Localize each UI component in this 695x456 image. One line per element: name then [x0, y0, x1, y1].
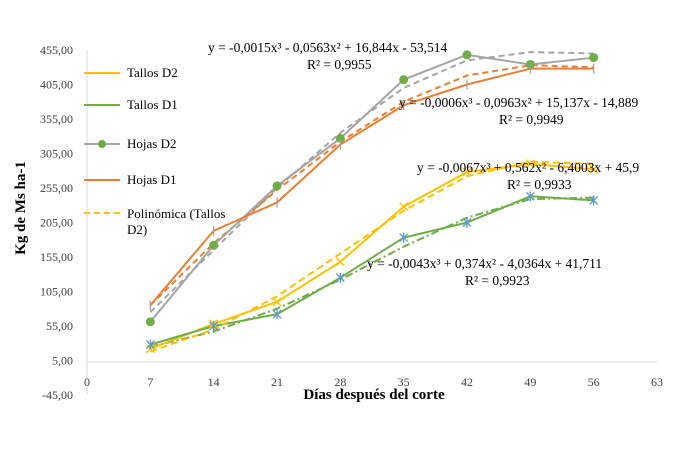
legend-item-tallos-d1: Tallos D1 — [84, 97, 178, 112]
y-axis-title: Kg de Ms ha-1 — [13, 161, 29, 255]
data-point-tallos-d1 — [525, 191, 535, 202]
y-tick-label: 405,00 — [40, 78, 73, 92]
equation-hojas-d1: y = -0,0006x³ - 0,0963x² + 15,137x - 14,… — [399, 95, 639, 127]
equation-tallos-d1: y = -0,0043x³ + 0,374x² - 4,0364x + 41,7… — [367, 256, 602, 288]
data-point-hojas-d2 — [145, 317, 155, 327]
data-point-tallos-d1 — [399, 232, 409, 243]
series-line-hojas-d2 — [149, 53, 594, 323]
data-point-hojas-d2 — [209, 240, 219, 250]
legend-item-hojas-d1: Hojas D1 — [84, 172, 176, 187]
y-tick-label: 355,00 — [40, 112, 73, 126]
y-tick-label: 305,00 — [40, 147, 73, 161]
legend-label-hojas-d1: Hojas D1 — [127, 172, 176, 187]
y-tick-label: 155,00 — [40, 250, 73, 264]
x-tick-label: 49 — [524, 375, 536, 389]
x-axis-title: Días después del corte — [303, 387, 445, 403]
data-point-hojas-d2 — [272, 181, 282, 191]
legend-label-tallos-d1: Tallos D1 — [127, 97, 178, 112]
equation-tallos-d1-r2: R² = 0,9923 — [465, 273, 530, 288]
equation-tallos-d1-formula: y = -0,0043x³ + 0,374x² - 4,0364x + 41,7… — [367, 256, 602, 271]
data-point-tallos-d2 — [272, 297, 282, 307]
series-line-hojas-d1 — [149, 67, 594, 306]
y-tick-label: 255,00 — [40, 181, 73, 195]
data-point-tallos-d1 — [335, 272, 345, 283]
equation-tallos-d2-r2: R² = 0,9933 — [507, 177, 572, 192]
equation-tallos-d2-formula: y = -0,0067x³ + 0,562x² - 6,4003x + 45,9 — [417, 160, 639, 175]
x-tick-label: 63 — [651, 375, 663, 389]
x-tick-label: 21 — [271, 375, 283, 389]
x-ticks: 0 7 14 21 28 35 42 49 56 63 — [84, 375, 663, 389]
data-point-tallos-d2 — [399, 202, 409, 212]
data-point-hojas-d2 — [462, 50, 472, 60]
x-tick-label: 56 — [588, 375, 600, 389]
legend-item-hojas-d2: Hojas D2 — [84, 136, 176, 151]
data-point-tallos-d1 — [589, 195, 599, 206]
legend-item-tallos-d2: Tallos D2 — [84, 65, 178, 80]
trendline-tallos-d1 — [150, 196, 594, 348]
data-point-hojas-d2 — [335, 133, 345, 143]
equation-hojas-d2-r2: R² = 0,9955 — [307, 57, 372, 72]
y-tick-label: 5,00 — [52, 354, 73, 368]
legend-item-polinomica-tallos-d2: Polinómica (Tallos D2) — [84, 206, 229, 237]
equation-hojas-d1-r2: R² = 0,9949 — [499, 112, 564, 127]
data-point-tallos-d1 — [145, 339, 155, 350]
x-tick-label: 7 — [147, 375, 153, 389]
data-point-hojas-d2 — [399, 75, 409, 85]
x-tick-label: 0 — [84, 375, 90, 389]
series-markers — [145, 50, 599, 354]
x-tick-label: 42 — [461, 375, 473, 389]
y-tick-label: -45,00 — [42, 388, 73, 402]
legend-label-polinomica-tallos-d2: Polinómica (Tallos D2) — [127, 206, 229, 237]
y-tick-label: 55,00 — [46, 319, 73, 333]
y-tick-label: 105,00 — [40, 285, 73, 299]
legend-label-hojas-d2: Hojas D2 — [127, 136, 176, 151]
data-point-tallos-d1 — [209, 321, 219, 331]
legend-label-tallos-d2: Tallos D2 — [127, 65, 178, 80]
series-line-tallos-d2 — [149, 162, 594, 350]
data-point-tallos-d2 — [589, 164, 599, 174]
y-tick-label: 455,00 — [40, 43, 73, 57]
trendline-hojas-d2 — [149, 51, 594, 313]
equation-hojas-d2: y = -0,0015x³ - 0,0563x² + 16,844x - 53,… — [208, 40, 448, 72]
data-point-tallos-d1 — [462, 217, 472, 228]
data-point-hojas-d2 — [589, 53, 599, 63]
series-line-polin-mica-tallos-d2 — [150, 160, 594, 353]
series-lines — [149, 53, 594, 353]
equation-hojas-d2-formula: y = -0,0015x³ - 0,0563x² + 16,844x - 53,… — [208, 40, 448, 55]
x-tick-label: 35 — [398, 375, 410, 389]
y-ticks: -45,00 5,00 55,00 105,00 155,00 205,00 255,00 3… — [40, 43, 73, 402]
legend: Tallos D2 Tallos D1 Hojas D2 Hojas D1 Po… — [84, 65, 229, 237]
x-tick-label: 28 — [334, 375, 346, 389]
data-point-tallos-d2 — [525, 159, 535, 169]
x-tick-label: 14 — [208, 375, 220, 389]
data-point-tallos-d1 — [272, 309, 282, 320]
equation-hojas-d1-formula: y = -0,0006x³ - 0,0963x² + 15,137x - 14,… — [399, 95, 639, 110]
data-point-tallos-d2 — [335, 257, 345, 267]
data-point-tallos-d2 — [462, 167, 472, 177]
y-tick-label: 205,00 — [40, 216, 73, 230]
equation-tallos-d2: y = -0,0067x³ + 0,562x² - 6,4003x + 45,9… — [417, 160, 639, 192]
